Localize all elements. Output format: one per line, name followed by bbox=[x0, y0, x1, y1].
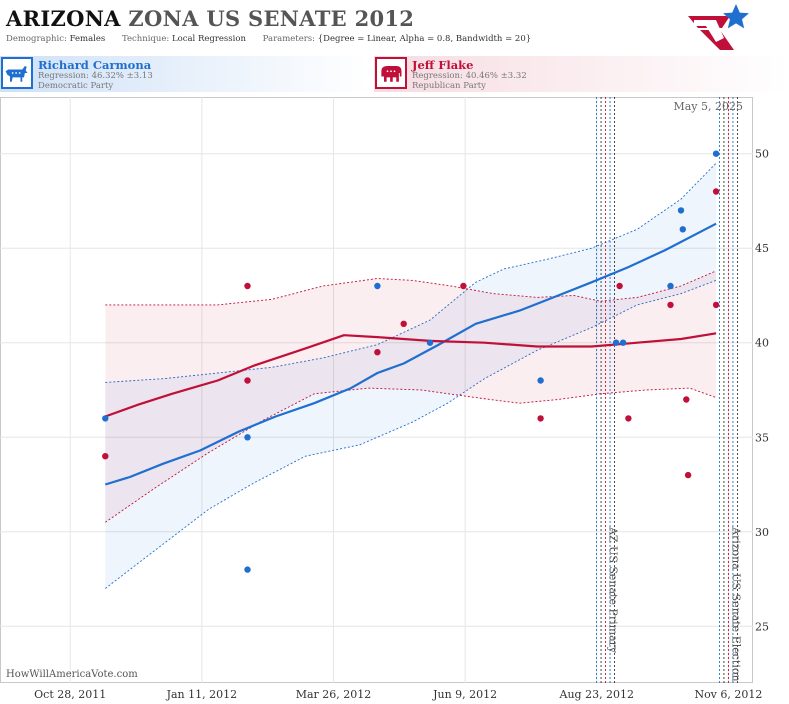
band-lower-line bbox=[105, 279, 717, 589]
event-label: AZ US Senate Primary bbox=[607, 526, 620, 654]
poll-point bbox=[537, 377, 544, 384]
poll-point bbox=[244, 566, 251, 573]
technique-value: Local Regression bbox=[171, 34, 246, 44]
event-label: Arizona US Senate Election bbox=[729, 526, 742, 682]
x-tick-label: Aug 23, 2012 bbox=[559, 688, 635, 701]
poll-point bbox=[712, 301, 720, 309]
title-state: ARIZONA bbox=[6, 6, 121, 31]
poll-point bbox=[244, 282, 251, 290]
poll-point bbox=[712, 150, 720, 157]
band-lower-line bbox=[105, 387, 717, 523]
band-upper-line bbox=[105, 270, 717, 306]
candidate-name: Jeff Flake bbox=[412, 58, 474, 72]
candidate-card-carmona: Richard Carmona Regression: 46.32% ±3.13… bbox=[0, 56, 370, 92]
poll-point bbox=[426, 339, 434, 346]
poll-point bbox=[374, 282, 381, 290]
poll-point bbox=[244, 377, 251, 384]
candidate-party: Democratic Party bbox=[38, 81, 114, 91]
axes: Oct 28, 2011 Jan 11, 2012 Mar 26, 2012 Jun … bbox=[34, 148, 769, 701]
poll-point bbox=[667, 301, 674, 309]
candidate-regression: Regression: 40.46% ±3.32 bbox=[412, 71, 527, 81]
x-tick-label: Jan 11, 2012 bbox=[166, 688, 238, 701]
confidence-bands bbox=[105, 162, 717, 589]
poll-point bbox=[102, 453, 109, 460]
parameters-label: Parameters: bbox=[262, 34, 316, 44]
confidence-band bbox=[105, 163, 717, 589]
x-tick-label: Oct 28, 2011 bbox=[34, 688, 106, 701]
trend-line bbox=[104, 222, 717, 486]
x-tick-label: Nov 6, 2012 bbox=[694, 688, 762, 701]
y-tick-label: 50 bbox=[755, 148, 769, 161]
y-tick-label: 25 bbox=[755, 620, 769, 633]
y-tick-label: 30 bbox=[755, 526, 769, 539]
grid bbox=[0, 97, 753, 683]
poll-point bbox=[667, 282, 674, 290]
y-tick-label: 40 bbox=[755, 337, 769, 350]
poll-point bbox=[619, 339, 627, 346]
band-upper-line bbox=[105, 162, 717, 383]
chart-parameters: Demographic: Females Technique: Local Re… bbox=[6, 34, 531, 44]
poll-points bbox=[102, 150, 720, 573]
poll-point bbox=[102, 415, 109, 422]
poll-point bbox=[683, 396, 690, 403]
candidate-name: Richard Carmona bbox=[38, 58, 152, 72]
candidate-card-flake: Jeff Flake Regression: 40.46% ±3.32 Repu… bbox=[374, 56, 789, 92]
watermark: HowWillAmericaVote.com bbox=[6, 669, 138, 680]
donkey-icon bbox=[1, 57, 33, 89]
plot-frame bbox=[0, 97, 753, 683]
candidate-party: Republican Party bbox=[412, 81, 486, 91]
poll-point bbox=[677, 207, 685, 214]
x-tick-label: Mar 26, 2012 bbox=[296, 688, 372, 701]
demographic-label: Demographic: bbox=[6, 34, 67, 44]
confidence-band bbox=[105, 270, 717, 523]
poll-point bbox=[244, 434, 251, 441]
poll-point bbox=[612, 339, 620, 346]
x-tick-label: Jun 9, 2012 bbox=[432, 688, 497, 701]
event-lines: AZ US Senate Primary Arizona US Senate El… bbox=[596, 97, 743, 683]
poll-point bbox=[625, 415, 632, 422]
poll-point bbox=[400, 320, 407, 327]
technique-label: Technique: bbox=[121, 34, 170, 44]
elephant-icon bbox=[375, 57, 407, 89]
y-tick-label: 35 bbox=[755, 431, 769, 444]
poll-point bbox=[537, 415, 544, 422]
poll-point bbox=[712, 188, 720, 195]
y-tick-label: 45 bbox=[755, 242, 769, 255]
candidate-regression: Regression: 46.32% ±3.13 bbox=[38, 71, 153, 81]
poll-point bbox=[684, 471, 692, 479]
poll-point bbox=[679, 226, 686, 233]
demographic-value: Females bbox=[69, 34, 106, 44]
current-date-label: May 5, 2025 bbox=[673, 100, 743, 113]
parameters-value: {Degree = Linear, Alpha = 0.8, Bandwidth… bbox=[317, 34, 532, 44]
poll-point bbox=[460, 282, 467, 290]
poll-point bbox=[374, 349, 381, 356]
title-rest: ZONA US SENATE 2012 bbox=[128, 6, 415, 31]
poll-point bbox=[616, 282, 623, 290]
star-flag-logo-icon bbox=[688, 4, 749, 50]
chart-title: ARIZONA ZONA US SENATE 2012 bbox=[6, 6, 414, 31]
